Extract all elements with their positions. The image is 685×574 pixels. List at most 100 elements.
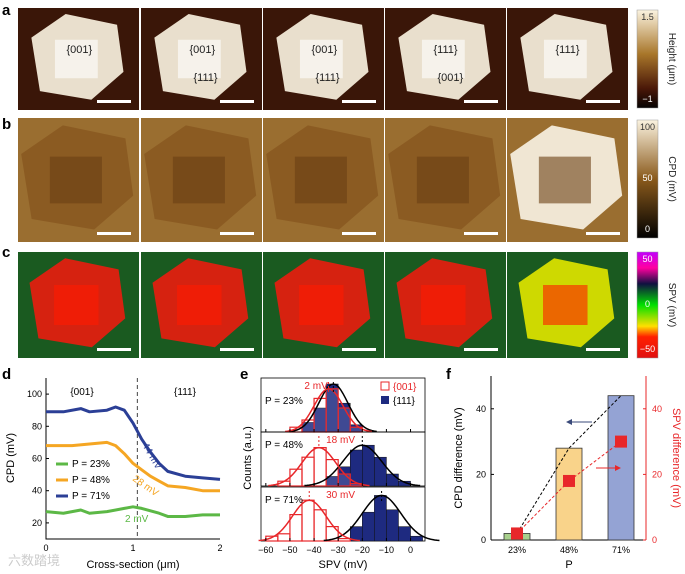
scale-bar: [220, 232, 254, 235]
line-P = 23%: [45, 505, 220, 518]
colorbar: [636, 119, 659, 239]
bar-111: [398, 526, 411, 542]
panel-p-label: P = 23%: [265, 396, 303, 407]
scale-bar: [464, 232, 498, 235]
facet-label: {111}: [434, 44, 458, 56]
scale-bar: [342, 348, 376, 351]
facet-label: {111}: [316, 72, 340, 84]
crystal-facet: [54, 39, 98, 79]
scale-bar: [586, 232, 620, 235]
axes: [45, 378, 220, 540]
watermark: 六数踏境: [8, 553, 61, 568]
colorbar-label: SPV (mV): [666, 283, 677, 327]
crystal-facet: [177, 284, 222, 326]
microscopy-images: {001} {001} {111} {001} {111} {111} {001} {111}…: [18, 8, 677, 359]
x-tick-label: −50: [282, 545, 297, 555]
region-label-111: {111}: [174, 387, 197, 398]
legend-label: P = 23%: [72, 459, 110, 470]
x-axis-label: P: [565, 559, 572, 571]
chart-d: 20 40 60 80 100 0 1 2 Cross-section (μm) CPD (mV)…: [5, 378, 223, 571]
bar-001: [301, 499, 315, 542]
y-right-axis-label: SPV difference (mV): [670, 408, 682, 508]
chart-e: P = 23%2 mV P = 48% 18 mV P = 71% 30 mV −60 −5…: [242, 377, 440, 571]
left-arrow-head: [566, 419, 572, 425]
y-tick-label: 20: [476, 469, 486, 479]
x-tick-label: −10: [379, 545, 394, 555]
colorbar-label: Height (μm): [666, 33, 677, 85]
x-axis-label: Cross-section (μm): [86, 559, 179, 571]
difference-annotation: 18 mV: [326, 435, 355, 446]
bar-111: [374, 456, 387, 487]
panel-p-label: P = 48%: [265, 440, 303, 451]
bar-001: [337, 473, 351, 487]
bar-001: [289, 513, 303, 542]
legend-label-001: {001}: [393, 382, 417, 393]
colorbar-tick: 0: [645, 224, 650, 234]
colorbar-tick: 0: [645, 299, 650, 309]
annotation: 44 mV: [139, 441, 163, 472]
panel-p-label: P = 71%: [265, 495, 303, 506]
panel-label-e: e: [240, 366, 249, 383]
crystal-facet: [299, 284, 344, 326]
legend-label-111: {111}: [393, 396, 416, 407]
y-tick-label: 40: [476, 404, 486, 414]
colorbar-tick: 50: [642, 254, 652, 264]
fit-001: [268, 446, 370, 487]
y-right-tick-label: 0: [652, 535, 657, 545]
y-tick-label: 40: [32, 486, 42, 496]
facet-label: {001}: [438, 72, 464, 84]
scale-bar: [97, 348, 131, 351]
scale-bar: [464, 348, 498, 351]
y-tick-label: 100: [27, 389, 42, 399]
legend-label: P = 71%: [72, 491, 110, 502]
scale-bar: [586, 348, 620, 351]
crystal-facet: [421, 39, 465, 79]
annotation: 2 mV: [125, 514, 149, 525]
facet-label: {111}: [556, 44, 580, 56]
colorbar-tick: 100: [640, 122, 655, 132]
x-tick-label: 71%: [612, 545, 630, 555]
annotation: 28 mV: [130, 473, 160, 499]
difference-annotation: 2 mV: [304, 381, 328, 392]
colorbar-tick: −50: [640, 344, 655, 354]
legend-swatch-111: [381, 396, 389, 404]
bar-48%: [555, 447, 583, 541]
line-P = 71%: [46, 405, 221, 481]
panel-label-a: a: [2, 2, 11, 19]
crystal-facet: [299, 39, 343, 79]
scale-bar: [586, 100, 620, 103]
spv-marker: [615, 435, 627, 448]
facet-label: {001}: [67, 44, 93, 56]
scale-bar: [220, 100, 254, 103]
y-axis-label: Counts (a.u.): [242, 426, 254, 490]
bar-111: [362, 511, 375, 542]
region-label-001: {001}: [70, 387, 94, 398]
x-tick-label: −30: [331, 545, 346, 555]
x-tick-label: 0: [43, 543, 48, 553]
bar-001: [325, 459, 339, 487]
y-right-tick-label: 40: [652, 404, 662, 414]
bar-001: [301, 456, 315, 487]
crystal-facet: [177, 39, 221, 79]
x-tick-label: −20: [355, 545, 370, 555]
bar-001: [313, 509, 327, 542]
x-tick-label: 23%: [508, 545, 526, 555]
bar-111: [386, 473, 399, 487]
panel-label-c: c: [2, 244, 11, 261]
colorbar-tick: −1: [642, 94, 652, 104]
right-arrow-head: [615, 465, 621, 471]
panel-label-b: b: [2, 116, 12, 133]
difference-annotation: 30 mV: [326, 490, 355, 501]
y-tick-label: 0: [481, 535, 486, 545]
legend-label: P = 48%: [72, 475, 110, 486]
facet-label: {001}: [190, 44, 216, 56]
panel-label-f: f: [446, 366, 451, 383]
crystal-facet: [294, 156, 347, 204]
y-axis-label: CPD (mV): [5, 433, 17, 483]
colorbar: [636, 251, 659, 359]
crystal-facet: [49, 156, 102, 204]
x-tick-label: 0: [408, 545, 413, 555]
y-tick-label: 20: [32, 518, 42, 528]
colorbar: [636, 9, 659, 109]
